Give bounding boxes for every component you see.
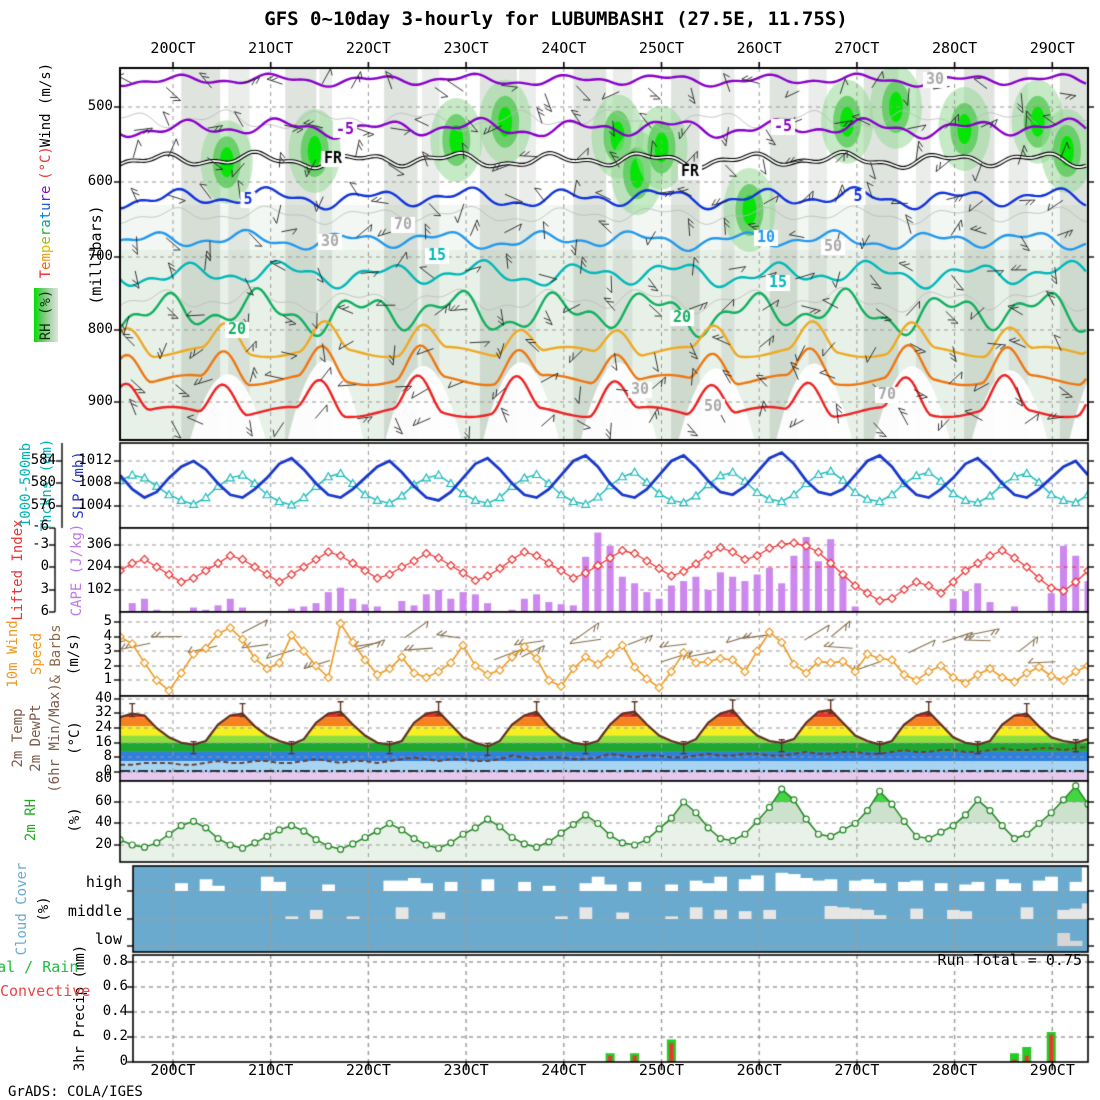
- wind-tick: 5: [103, 613, 112, 629]
- temperature-char: r: [38, 227, 54, 237]
- x-axis-label-top: 20OCT: [150, 39, 196, 57]
- wind-tick: 2: [103, 657, 112, 673]
- temp-tick: 24: [95, 719, 112, 735]
- axis-title-10m-wind: 10m Wind: [5, 620, 21, 688]
- x-axis-label-bottom: 21OCT: [248, 1061, 294, 1079]
- precip-tick: 0.4: [102, 1003, 128, 1019]
- rh-colorbar: [34, 288, 58, 342]
- x-axis-label-bottom: 26OCT: [736, 1061, 782, 1079]
- run-total-label: Run Total = 0.75: [937, 951, 1083, 969]
- precip-tick: 0.6: [102, 978, 128, 994]
- x-axis-label-bottom: 22OCT: [345, 1061, 391, 1079]
- temperature-char: m: [38, 253, 54, 262]
- precip-tick: 0.8: [102, 953, 128, 969]
- x-axis-label-top: 22OCT: [345, 39, 391, 57]
- x-axis-label-top: 21OCT: [248, 39, 294, 57]
- pressure-tick: 600: [87, 173, 113, 189]
- temperature-char: e: [38, 185, 54, 195]
- x-axis-label-top: 24OCT: [541, 39, 587, 57]
- x-axis-label-bottom: 24OCT: [541, 1061, 587, 1079]
- grads-credit: GrADS: COLA/IGES: [8, 1084, 143, 1100]
- x-axis-label-bottom: 20OCT: [150, 1061, 196, 1079]
- axis-title-cloud-cover: Cloud Cover: [14, 862, 30, 956]
- thickness-tick: 580: [30, 474, 56, 490]
- x-axis-label-top: 26OCT: [736, 39, 782, 57]
- temp-tick: 40: [95, 690, 112, 706]
- rh-tick: 40: [95, 814, 112, 830]
- temperature-char: u: [38, 202, 54, 211]
- cape-tick: 204: [86, 558, 112, 574]
- temperature-char: t: [38, 210, 54, 220]
- axis-title-rh: RH (%): [38, 289, 54, 341]
- slp-tick: 1004: [78, 497, 112, 513]
- axis-title-cloud-unit: (%): [36, 896, 52, 922]
- li-tick: -6: [32, 518, 49, 534]
- cloud-row-label: middle: [67, 902, 122, 920]
- x-axis-label-bottom: 23OCT: [443, 1061, 489, 1079]
- temperature-char: T: [38, 269, 54, 279]
- cloud-row-label: low: [94, 930, 122, 948]
- precip-tick: 0: [119, 1053, 128, 1069]
- rh-tick: 60: [95, 793, 112, 809]
- temperature-char: a: [38, 219, 54, 228]
- temperature-char: e: [38, 261, 54, 270]
- cape-tick: 102: [86, 581, 112, 597]
- axis-title-2m-rh: 2m RH: [23, 798, 39, 842]
- li-tick: 6: [40, 603, 49, 619]
- x-axis-label-top: 27OCT: [834, 39, 880, 57]
- slp-tick: 1008: [78, 474, 112, 490]
- li-tick: -3: [32, 536, 49, 552]
- x-axis-label-bottom: 29OCT: [1029, 1061, 1075, 1079]
- axis-title-temp-unit: (°C): [38, 146, 54, 180]
- li-tick: 0: [40, 558, 49, 574]
- wind-tick: 1: [103, 671, 112, 687]
- x-axis-label-top: 29OCT: [1029, 39, 1075, 57]
- precip-legend-total: Total / Rain: [0, 958, 79, 976]
- x-axis-label-top: 23OCT: [443, 39, 489, 57]
- temperature-char: p: [38, 244, 54, 254]
- axis-title-2m-temp: 2m Temp: [10, 708, 26, 768]
- axis-title-speed: Speed: [29, 632, 45, 676]
- x-axis-label-bottom: 28OCT: [932, 1061, 978, 1079]
- temperature-char: r: [38, 194, 54, 203]
- slp-tick: 1012: [78, 452, 112, 468]
- li-tick: 3: [40, 581, 49, 597]
- pressure-tick: 500: [87, 98, 113, 114]
- rh-tick: 20: [95, 836, 112, 852]
- thickness-tick: 576: [30, 497, 56, 513]
- precip-tick: 0.2: [102, 1028, 128, 1044]
- x-axis-label-top: 25OCT: [638, 39, 685, 57]
- thickness-tick: 584: [30, 452, 56, 468]
- axis-title-temperature: Temperature: [38, 186, 54, 279]
- cloud-row-label: high: [85, 873, 122, 891]
- x-axis-label-top: 28OCT: [932, 39, 978, 57]
- temperature-char: e: [38, 236, 54, 245]
- x-axis-label-bottom: 25OCT: [638, 1061, 685, 1079]
- pressure-tick: 900: [87, 393, 113, 409]
- temp-tick: 32: [95, 704, 112, 720]
- temp-tick: 0: [103, 763, 112, 779]
- rh-tick: 80: [95, 770, 112, 786]
- wind-tick: 4: [103, 628, 112, 644]
- temp-tick: 16: [95, 734, 112, 750]
- precip-legend-convective: Convective: [0, 982, 91, 1000]
- page-title: GFS 0~10day 3-hourly for LUBUMBASHI (27.…: [264, 8, 848, 30]
- pressure-tick: 700: [87, 248, 113, 264]
- wind-tick: 3: [103, 642, 112, 658]
- x-axis-label-bottom: 27OCT: [834, 1061, 880, 1079]
- temp-tick: 8: [103, 748, 112, 764]
- pressure-tick: 800: [87, 321, 113, 337]
- cape-tick: 306: [86, 536, 112, 552]
- axis-title-2m-dewpt: 2m DewPt: [28, 704, 44, 772]
- axis-title-wind: Wind (m/s): [38, 62, 54, 148]
